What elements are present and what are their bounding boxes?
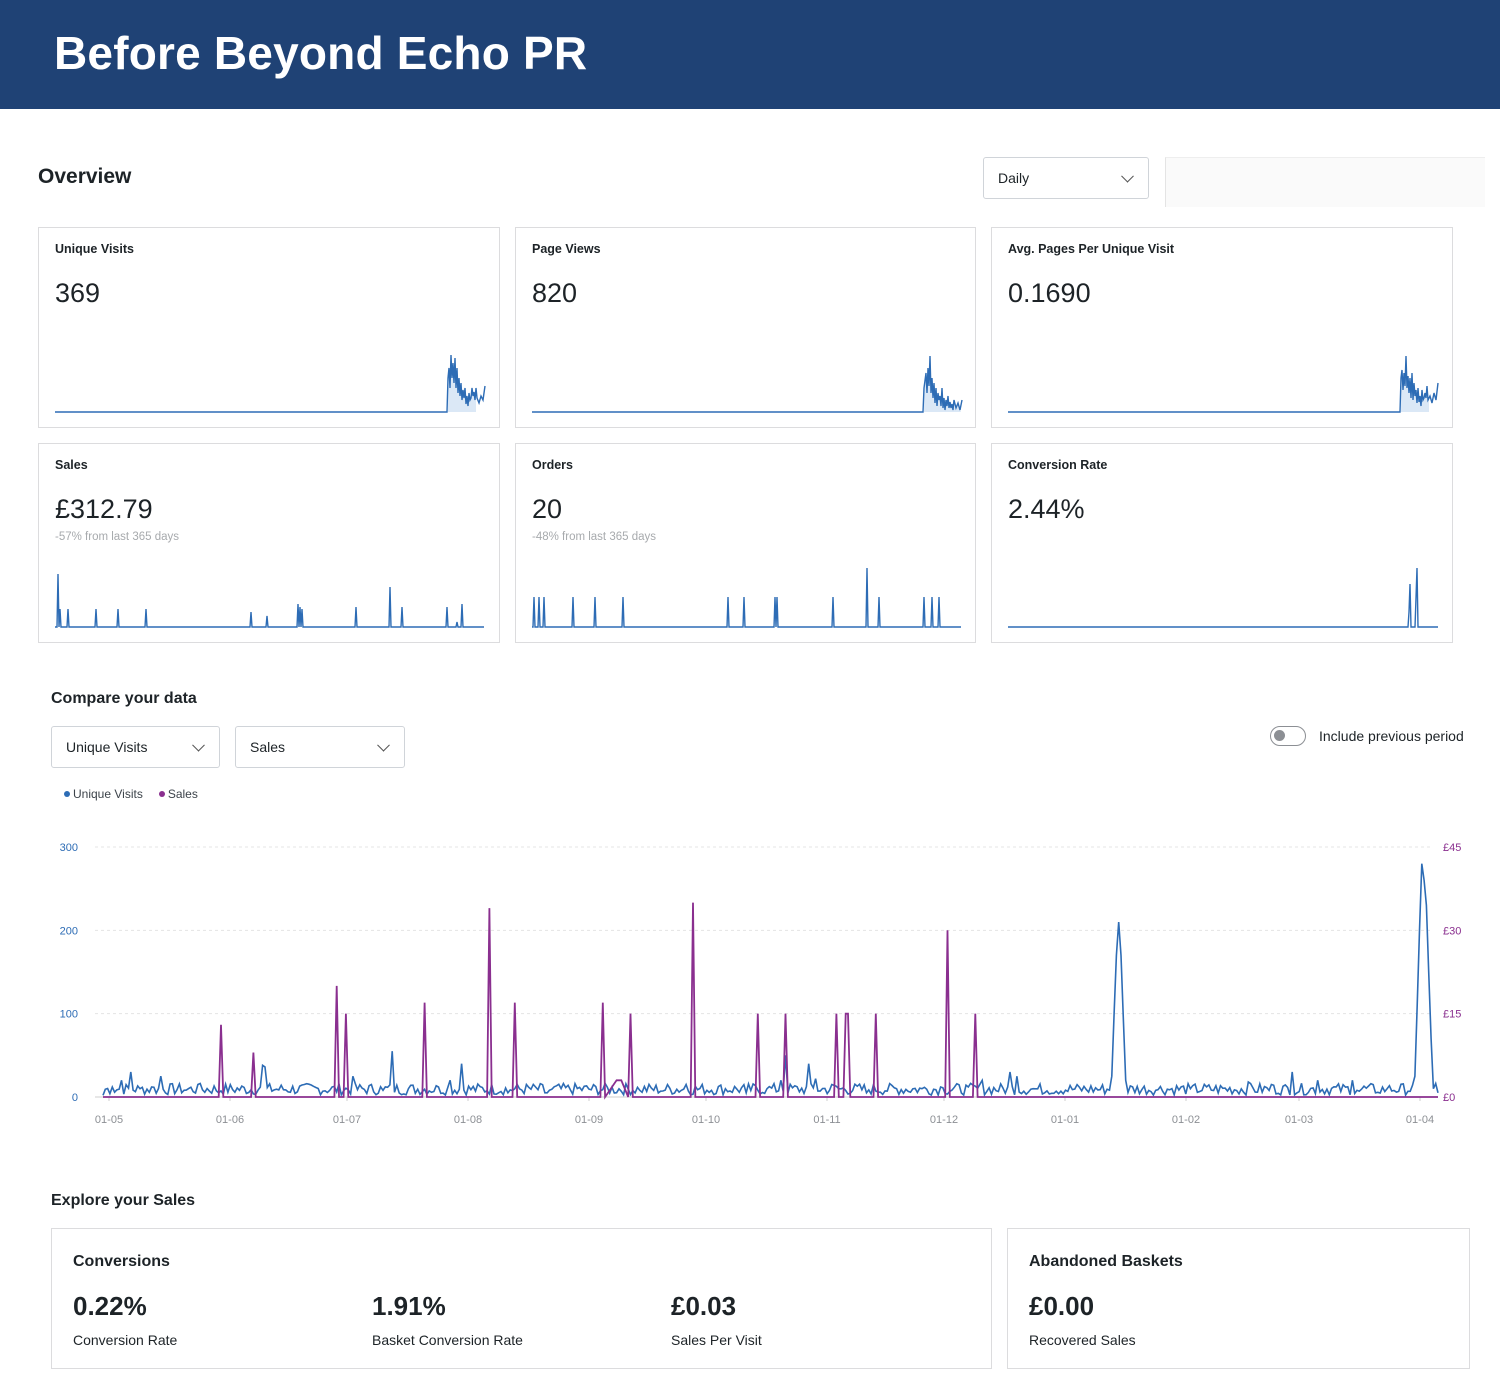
chevron-down-icon — [1121, 169, 1134, 183]
card-value: 369 — [55, 278, 101, 308]
compare-metric-b-value: Sales — [250, 739, 286, 755]
y-right-tick: £30 — [1443, 925, 1461, 937]
explore-title: Explore your Sales — [51, 1192, 196, 1209]
x-tick-label: 01-11 — [813, 1114, 840, 1126]
card-label: Sales — [55, 458, 88, 472]
card-value: 2.44% — [1008, 494, 1085, 524]
card-orders[interactable]: Orders 20 -48% from last 365 days — [515, 443, 976, 643]
y-right-tick: £0 — [1443, 1092, 1455, 1104]
x-tick-label: 01-08 — [454, 1114, 482, 1126]
metric-label: Conversion Rate — [73, 1332, 178, 1348]
card-label: Page Views — [532, 242, 601, 256]
x-tick-label: 01-01 — [1051, 1114, 1079, 1126]
sparkline-page-views — [532, 355, 963, 413]
legend-item-unique-visits[interactable]: Unique Visits — [64, 787, 143, 801]
y-right-tick: £15 — [1443, 1009, 1461, 1021]
x-tick-label: 01-03 — [1285, 1114, 1313, 1126]
sparkline-unique-visits — [55, 354, 486, 413]
card-page-views[interactable]: Page Views 820 — [515, 227, 976, 428]
x-tick-label: 01-02 — [1172, 1114, 1200, 1126]
y-left-tick: 100 — [60, 1009, 78, 1021]
legend-dot — [158, 791, 165, 797]
sparkline-avg-pages — [1008, 355, 1439, 413]
card-value: 20 — [532, 494, 563, 524]
x-tick-label: 01-07 — [333, 1114, 361, 1126]
chevron-down-icon — [192, 738, 205, 752]
card-avg-pages[interactable]: Avg. Pages Per Unique Visit 0.1690 — [991, 227, 1453, 428]
metric-value: £0.00 — [1029, 1291, 1095, 1321]
y-left-tick: 300 — [60, 842, 78, 854]
header-banner: Before Beyond Echo PR — [0, 0, 1500, 109]
metric-value: 0.22% — [73, 1291, 147, 1321]
y-left-tick: 0 — [72, 1092, 78, 1104]
card-label: Unique Visits — [55, 242, 134, 256]
card-delta: -48% from last 365 days — [532, 531, 657, 543]
legend-label: Sales — [167, 787, 198, 801]
card-sales[interactable]: Sales £312.79 -57% from last 365 days — [38, 443, 500, 643]
period-select[interactable]: Daily — [983, 157, 1149, 199]
card-label: Orders — [532, 458, 573, 472]
overview-title: Overview — [38, 165, 132, 188]
card-unique-visits[interactable]: Unique Visits 369 — [38, 227, 500, 428]
card-value: 820 — [532, 278, 578, 308]
series-unique-visits-line — [102, 863, 1439, 1098]
legend-label: Unique Visits — [73, 787, 143, 801]
x-tick-label: 01-05 — [95, 1114, 123, 1126]
x-tick-label: 01-12 — [930, 1114, 958, 1126]
compare-title: Compare your data — [51, 690, 197, 707]
metric-sales-per-visit: £0.03 Sales Per Visit — [671, 1291, 762, 1348]
card-label: Conversion Rate — [1008, 458, 1108, 472]
conversions-panel: Conversions 0.22% Conversion Rate 1.91% … — [51, 1228, 992, 1369]
sparkline-sales — [55, 573, 484, 628]
conversions-title: Conversions — [73, 1253, 170, 1270]
card-label: Avg. Pages Per Unique Visit — [1008, 242, 1175, 256]
x-tick-label: 01-06 — [216, 1114, 244, 1126]
metric-label: Basket Conversion Rate — [372, 1332, 523, 1348]
metric-value: 1.91% — [372, 1291, 446, 1321]
include-previous-label: Include previous period — [1319, 728, 1464, 744]
abandoned-title: Abandoned Baskets — [1029, 1253, 1183, 1270]
card-delta: -57% from last 365 days — [55, 531, 180, 543]
toggle-knob — [1274, 730, 1285, 741]
compare-metric-a-select[interactable]: Unique Visits — [51, 726, 220, 768]
include-previous-toggle[interactable] — [1270, 726, 1306, 746]
card-value: 0.1690 — [1008, 278, 1091, 308]
legend-dot — [64, 791, 70, 797]
metric-basket-conversion-rate: 1.91% Basket Conversion Rate — [372, 1291, 523, 1348]
compare-metric-b-select[interactable]: Sales — [235, 726, 405, 768]
metric-recovered-sales: £0.00 Recovered Sales — [1029, 1291, 1136, 1348]
x-tick-label: 01-04 — [1406, 1114, 1434, 1126]
compare-metric-a-value: Unique Visits — [66, 739, 148, 755]
sparkline-conversion-rate — [1008, 567, 1438, 628]
card-conversion-rate[interactable]: Conversion Rate 2.44% — [991, 443, 1453, 643]
x-tick-label: 01-09 — [575, 1114, 603, 1126]
metric-label: Recovered Sales — [1029, 1332, 1136, 1348]
period-select-value: Daily — [998, 170, 1030, 186]
metric-conversion-rate: 0.22% Conversion Rate — [73, 1291, 177, 1348]
legend-item-sales[interactable]: Sales — [158, 787, 198, 801]
chevron-down-icon — [377, 738, 390, 752]
y-right-tick: £45 — [1443, 842, 1461, 854]
date-range-picker[interactable] — [1165, 157, 1485, 207]
compare-chart: 0 £0 100 £15 200 £30 300 £45 01-05 01-06 01-07 01-0… — [60, 842, 1462, 1126]
x-tick-label: 01-10 — [692, 1114, 720, 1126]
abandoned-baskets-panel: Abandoned Baskets £0.00 Recovered Sales — [1007, 1228, 1470, 1369]
metric-value: £0.03 — [671, 1291, 737, 1321]
chart-legend: Unique Visits Sales — [64, 787, 198, 801]
sparkline-orders — [532, 567, 961, 628]
card-value: £312.79 — [55, 494, 153, 524]
y-left-tick: 200 — [60, 925, 78, 937]
metric-label: Sales Per Visit — [671, 1332, 762, 1348]
series-sales-line — [103, 902, 1438, 1100]
banner-title: Before Beyond Echo PR — [54, 27, 588, 79]
